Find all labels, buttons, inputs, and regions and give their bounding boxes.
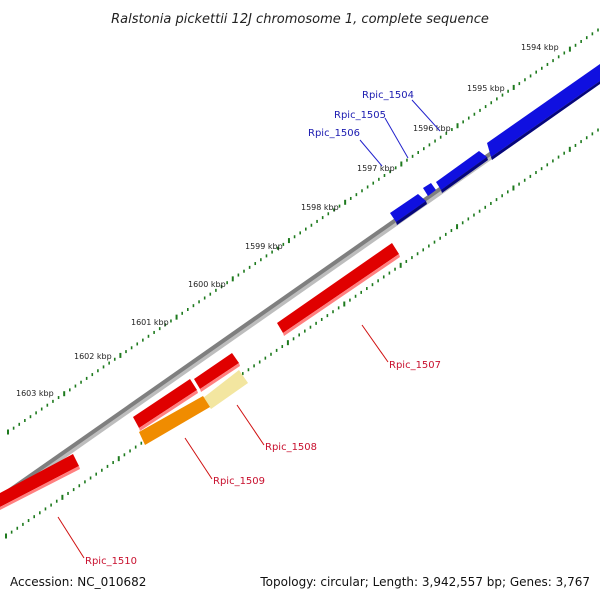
gene-rpic-1509-upper[interactable] bbox=[133, 379, 198, 431]
gene-rpic-1510[interactable] bbox=[0, 454, 80, 510]
inner-tick-track bbox=[5, 128, 599, 539]
scale-label-1597: 1597 kbp bbox=[357, 164, 395, 173]
accession-text: Accession: NC_010682 bbox=[10, 575, 146, 589]
gene-rpic-1504[interactable] bbox=[487, 64, 600, 160]
scale-label-1603: 1603 kbp bbox=[16, 389, 54, 398]
gene-rpic-1508-upper[interactable] bbox=[194, 353, 240, 392]
label-rpic-1510: Rpic_1510 bbox=[85, 556, 137, 567]
scale-label-1600: 1600 kbp bbox=[188, 280, 226, 289]
blue-leaders bbox=[359, 99, 441, 167]
gene-rpic-1505[interactable] bbox=[436, 151, 488, 193]
scale-label-1602: 1602 kbp bbox=[74, 352, 112, 361]
label-rpic-1506: Rpic_1506 bbox=[308, 128, 360, 139]
gene-small-forward[interactable] bbox=[423, 183, 436, 196]
label-rpic-1508: Rpic_1508 bbox=[265, 442, 317, 453]
orf-rpic-1509[interactable] bbox=[139, 396, 210, 445]
label-rpic-1507: Rpic_1507 bbox=[389, 360, 441, 371]
scale-label-1599: 1599 kbp bbox=[245, 242, 283, 251]
scale-label-1595: 1595 kbp bbox=[467, 84, 505, 93]
label-rpic-1509: Rpic_1509 bbox=[213, 476, 265, 487]
gene-rpic-1507[interactable] bbox=[277, 243, 400, 336]
red-leaders bbox=[57, 324, 389, 559]
scale-label-1601: 1601 kbp bbox=[131, 318, 169, 327]
label-rpic-1504: Rpic_1504 bbox=[362, 90, 414, 101]
forward-genes bbox=[390, 64, 600, 225]
summary-text: Topology: circular; Length: 3,942,557 bp… bbox=[259, 575, 590, 589]
map-title: Ralstonia pickettii 12J chromosome 1, co… bbox=[111, 12, 489, 27]
orf-rpic-1508[interactable] bbox=[203, 370, 248, 409]
scale-label-1598: 1598 kbp bbox=[301, 203, 339, 212]
gene-rpic-1506[interactable] bbox=[390, 194, 427, 225]
scale-label-1596: 1596 kbp bbox=[413, 124, 451, 133]
gene-labels: Rpic_1504 Rpic_1505 Rpic_1506 Rpic_1507 … bbox=[85, 90, 441, 567]
label-rpic-1505: Rpic_1505 bbox=[334, 110, 386, 121]
outer-tick-track bbox=[7, 28, 599, 435]
scale-label-1594: 1594 kbp bbox=[521, 43, 559, 52]
reverse-genes bbox=[0, 243, 400, 510]
scale-labels: 1594 kbp 1595 kbp 1596 kbp 1597 kbp 1598… bbox=[16, 43, 559, 398]
